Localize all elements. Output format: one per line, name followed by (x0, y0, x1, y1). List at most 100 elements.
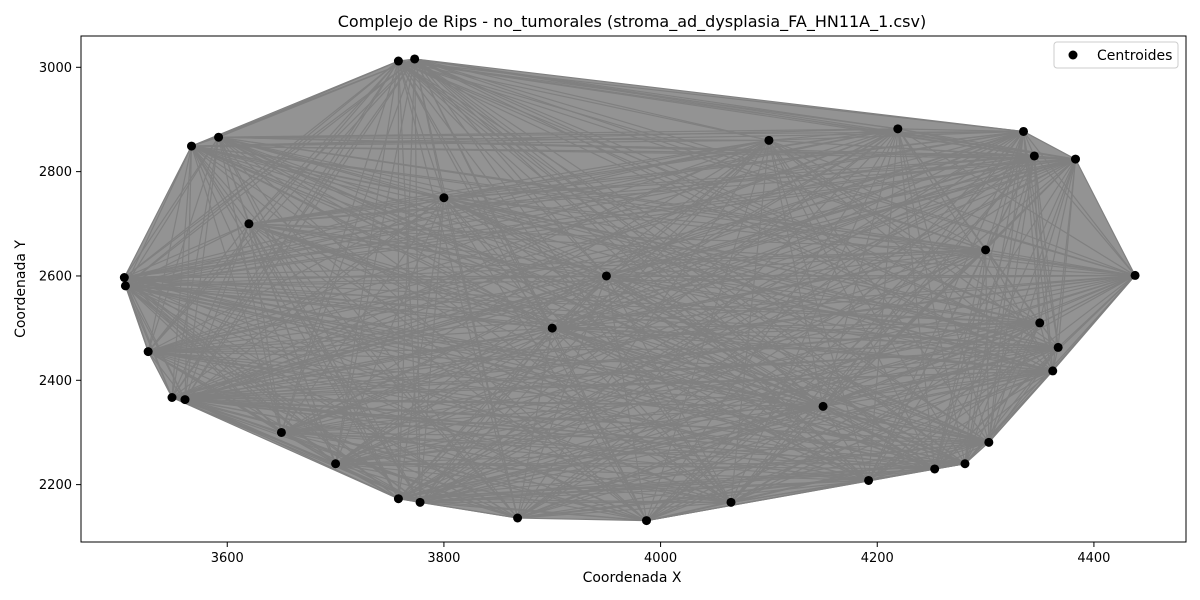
centroid-point (1048, 366, 1058, 376)
edge (217, 137, 283, 433)
centroid-point (276, 427, 286, 437)
edge (335, 158, 1076, 465)
edge (1023, 130, 1076, 160)
centroid-point (415, 497, 425, 507)
edge (606, 155, 1035, 277)
edge (281, 249, 986, 434)
edge (281, 327, 553, 434)
edge (184, 399, 399, 500)
edge (335, 155, 1035, 465)
edge (147, 139, 770, 353)
edge (281, 431, 989, 443)
edge (934, 463, 966, 470)
edge (280, 60, 399, 433)
x-tick-label: 4000 (644, 551, 677, 566)
edge (934, 155, 1035, 470)
edge (443, 197, 986, 251)
edge (517, 346, 1059, 519)
edge (768, 139, 1035, 157)
edge (606, 275, 990, 443)
edge (171, 223, 250, 398)
x-tick-label: 3800 (427, 551, 460, 566)
edge (730, 370, 1053, 503)
edge (218, 136, 966, 465)
edge (517, 130, 1024, 519)
edge (768, 140, 936, 470)
edge (988, 155, 1035, 443)
edge (218, 136, 445, 199)
edge (1057, 274, 1136, 348)
edge (419, 501, 518, 519)
centroid-point (120, 281, 130, 291)
edge (124, 145, 193, 287)
edge (897, 128, 1024, 133)
edge (822, 128, 899, 407)
edge (147, 351, 173, 398)
edge (1052, 275, 1136, 372)
edge (414, 58, 732, 503)
edge (398, 479, 869, 500)
edge (335, 463, 869, 482)
edge (184, 137, 220, 400)
legend-frame (1053, 41, 1179, 69)
edge (124, 285, 173, 398)
edge (414, 58, 824, 407)
edge (517, 274, 1136, 519)
edge (517, 501, 732, 519)
edge (398, 346, 1059, 500)
edge (184, 58, 416, 400)
edge (184, 370, 1053, 401)
legend-entry-centroides: Centroides (1097, 48, 1172, 64)
edge (822, 249, 986, 407)
edge (171, 146, 193, 398)
edge (148, 322, 1040, 353)
edge (934, 131, 1025, 470)
edge (335, 463, 518, 519)
centroid-point (187, 141, 196, 151)
edge (124, 223, 250, 279)
edge (248, 223, 607, 277)
edge (335, 274, 1136, 465)
centroid-point (214, 132, 224, 142)
edge (191, 145, 250, 225)
edge (606, 130, 1024, 277)
edge (335, 463, 732, 503)
edge (398, 60, 966, 465)
edge (191, 145, 519, 519)
edge (419, 130, 1024, 503)
centroid-point (1071, 154, 1080, 164)
edge (934, 158, 1077, 470)
edge (822, 274, 1136, 407)
centroid-point (726, 497, 736, 507)
edge (147, 145, 193, 352)
edge (517, 517, 647, 522)
edge (184, 130, 1024, 401)
edge (1033, 155, 1136, 276)
edge (646, 322, 1041, 522)
centroid-point (513, 513, 523, 523)
edge (248, 223, 337, 464)
edge (248, 223, 824, 407)
edge (124, 285, 149, 352)
edge (551, 128, 899, 329)
edge (1023, 131, 1136, 276)
edge (184, 223, 250, 400)
edge (443, 158, 1076, 199)
edge (335, 249, 986, 465)
y-axis-ticks: 2200 2400 2600 2800 3000 (39, 61, 81, 493)
edge (1039, 274, 1136, 324)
centroid-point (601, 271, 611, 281)
edge (822, 346, 1059, 407)
edge (414, 58, 898, 130)
chart-title: Complejo de Rips - no_tumorales (stroma_… (338, 12, 926, 32)
edge (335, 327, 553, 465)
edge (822, 405, 989, 443)
edge (125, 58, 416, 287)
edge (985, 249, 1054, 372)
edge (248, 155, 1035, 225)
edge (988, 158, 1077, 443)
edge (1033, 155, 1041, 323)
edge (443, 197, 824, 407)
edge (398, 128, 899, 500)
